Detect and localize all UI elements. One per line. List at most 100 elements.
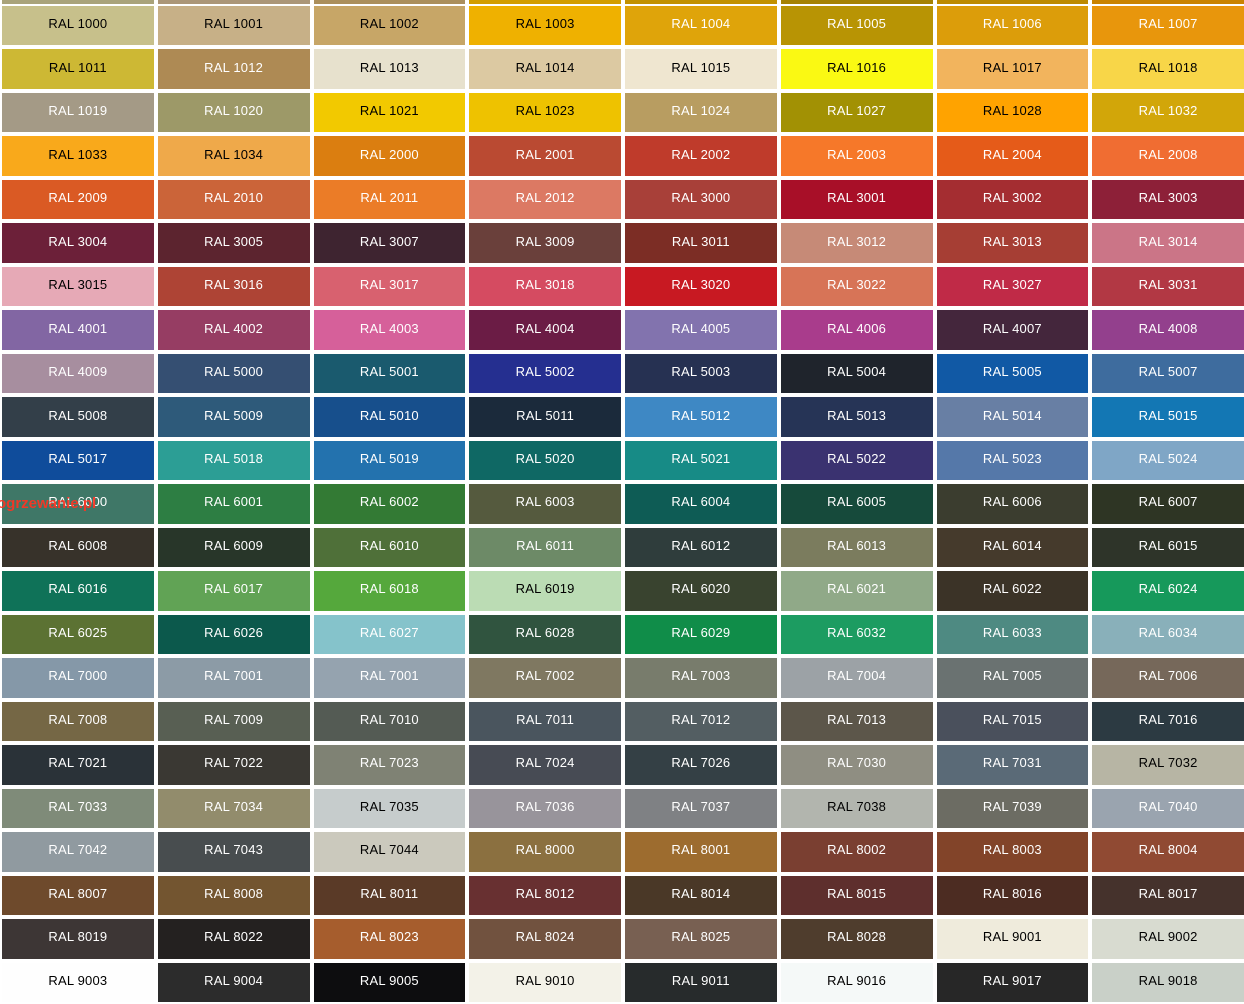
ral-swatch-label: RAL 1006 — [982, 16, 1042, 32]
ral-swatch: RAL 8002 — [780, 832, 933, 872]
ral-swatch: RAL 1004 — [625, 6, 777, 46]
ral-swatch: RAL 1000 — [2, 6, 154, 46]
ral-swatch-label: RAL 2002 — [671, 146, 731, 162]
ral-swatch-label: RAL 3011 — [671, 233, 730, 249]
ral-swatch-label: RAL 3009 — [515, 233, 575, 249]
ral-swatch-label: RAL 1021 — [359, 103, 419, 119]
ral-swatch: RAL 1006 — [936, 6, 1089, 46]
ral-swatch: RAL 7023 — [313, 745, 466, 785]
ral-swatch-label: RAL 4005 — [671, 320, 731, 336]
ral-swatch: RAL 4006 — [780, 310, 933, 350]
ral-swatch: RAL 3004 — [2, 223, 154, 263]
ral-swatch: RAL 5017 — [2, 440, 154, 481]
ral-swatch: RAL 6007 — [1092, 484, 1244, 524]
ral-swatch-label: RAL 8001 — [671, 842, 731, 858]
ral-swatch-label: RAL 6014 — [982, 537, 1042, 553]
ral-swatch-label: RAL 1012 — [204, 59, 264, 75]
ral-swatch-label: RAL 3004 — [48, 233, 108, 249]
ral-swatch-label: RAL 6017 — [204, 581, 264, 597]
ral-swatch: RAL 3016 — [157, 266, 310, 307]
ral-swatch: RAL 6017 — [157, 571, 310, 611]
ral-swatch: RAL 5014 — [936, 397, 1089, 437]
ral-swatch: RAL 3002 — [936, 179, 1089, 220]
ral-swatch-label: RAL 6032 — [827, 624, 887, 640]
ral-swatch-label: RAL 7008 — [48, 711, 108, 727]
ral-swatch-label: RAL 3027 — [982, 277, 1042, 293]
ral-swatch-label: RAL 9016 — [827, 972, 887, 988]
ral-swatch-label: RAL 6007 — [1138, 494, 1198, 510]
ral-swatch: RAL 7026 — [625, 745, 777, 785]
ral-swatch: RAL 3017 — [313, 266, 466, 307]
ral-swatch: RAL 6001 — [157, 484, 310, 524]
ral-swatch: RAL 7040 — [1092, 788, 1244, 829]
ral-swatch: RAL 4008 — [1092, 310, 1244, 350]
ral-swatch-label: RAL 7012 — [671, 711, 731, 727]
ral-swatch-label: RAL 3018 — [515, 277, 575, 293]
ral-swatch-label: RAL 7022 — [204, 755, 264, 771]
ral-swatch: RAL 6019 — [469, 571, 621, 611]
ral-swatch-label: RAL 8012 — [515, 885, 575, 901]
ral-swatch: RAL 7024 — [469, 745, 621, 785]
ral-swatch: RAL 3007 — [313, 223, 466, 263]
ral-swatch: RAL 7006 — [1092, 658, 1244, 698]
ral-swatch-label: RAL 3002 — [982, 190, 1042, 206]
ral-swatch-label: RAL 5012 — [671, 407, 731, 423]
ral-swatch-label: RAL 7006 — [1138, 668, 1198, 684]
ral-swatch: RAL 9010 — [469, 962, 621, 1002]
ral-swatch: RAL 7001 — [157, 658, 310, 698]
ral-swatch: RAL 3018 — [469, 266, 621, 307]
cropped-row-strip — [0, 0, 1244, 4]
ral-swatch-label: RAL 6018 — [359, 581, 419, 597]
ral-swatch-label: RAL 3013 — [982, 233, 1042, 249]
ral-swatch: RAL 5023 — [936, 440, 1089, 481]
ral-swatch: RAL 2002 — [625, 136, 777, 176]
ral-swatch: RAL 2008 — [1092, 136, 1244, 176]
ral-swatch: RAL 8019 — [2, 919, 154, 959]
ral-swatch: RAL 6005 — [780, 484, 933, 524]
ral-swatch-label: RAL 3014 — [1138, 233, 1198, 249]
ral-swatch-label: RAL 6012 — [671, 537, 731, 553]
ral-swatch: RAL 7009 — [157, 701, 310, 742]
ral-swatch-label: RAL 3031 — [1138, 277, 1198, 293]
ral-swatch: RAL 8025 — [625, 919, 777, 959]
ral-swatch-label: RAL 2000 — [359, 146, 419, 162]
cropped-row-sliver — [313, 0, 466, 4]
ral-swatch: RAL 8014 — [625, 875, 777, 916]
ral-swatch: RAL 1001 — [157, 6, 310, 46]
ral-swatch-label: RAL 1005 — [827, 16, 887, 32]
ral-swatch-label: RAL 3012 — [827, 233, 887, 249]
ral-swatch-label: RAL 1011 — [48, 59, 107, 75]
ral-swatch: RAL 1023 — [469, 92, 621, 133]
ral-swatch: RAL 8022 — [157, 919, 310, 959]
ral-swatch-label: RAL 8022 — [204, 929, 264, 945]
ral-swatch-label: RAL 6001 — [204, 494, 264, 510]
ral-swatch: RAL 3014 — [1092, 223, 1244, 263]
ral-swatch-label: RAL 1003 — [515, 16, 575, 32]
ral-swatch-label: RAL 6021 — [827, 581, 887, 597]
ral-swatch-label: RAL 8017 — [1138, 885, 1198, 901]
ral-swatch-label: RAL 5010 — [359, 407, 419, 423]
ral-swatch: RAL 2010 — [157, 179, 310, 220]
ral-swatch: RAL 9005 — [313, 962, 466, 1002]
ral-swatch: RAL 1024 — [625, 92, 777, 133]
ral-swatch-label: RAL 7044 — [359, 842, 419, 858]
ral-swatch: RAL 4004 — [469, 310, 621, 350]
ral-swatch-label: RAL 7024 — [515, 755, 575, 771]
ral-swatch: RAL 7001 — [313, 658, 466, 698]
cropped-row-sliver — [469, 0, 621, 4]
ral-swatch: RAL 6028 — [469, 614, 621, 655]
ral-swatch: RAL 7039 — [936, 788, 1089, 829]
ral-swatch: RAL 8004 — [1092, 832, 1244, 872]
ral-swatch-label: RAL 1015 — [671, 59, 731, 75]
ral-swatch: RAL 9011 — [625, 962, 777, 1002]
ral-swatch: RAL 6004 — [625, 484, 777, 524]
ral-swatch-label: RAL 9017 — [982, 972, 1042, 988]
ral-swatch-label: RAL 4008 — [1138, 320, 1198, 336]
ral-swatch-label: RAL 5000 — [204, 364, 264, 380]
ral-swatch: RAL 1014 — [469, 49, 621, 89]
ral-swatch: RAL 6010 — [313, 527, 466, 568]
ral-swatch: RAL 1032 — [1092, 92, 1244, 133]
ral-swatch-label: RAL 1017 — [982, 59, 1042, 75]
ral-swatch: RAL 3009 — [469, 223, 621, 263]
cropped-row-sliver — [2, 0, 154, 4]
